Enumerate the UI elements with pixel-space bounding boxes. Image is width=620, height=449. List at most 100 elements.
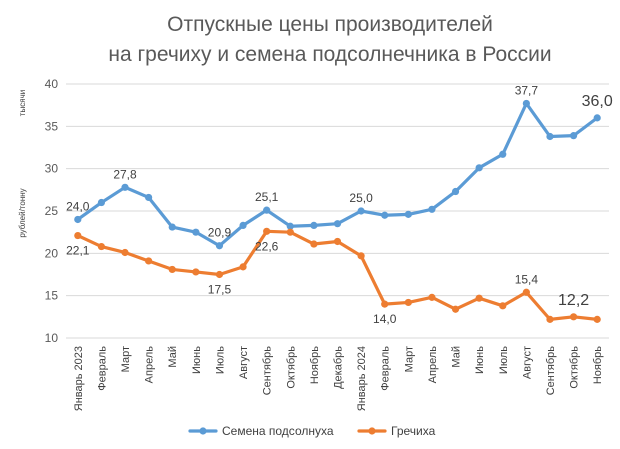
chart-title-line-1: Отпускные цены производителей xyxy=(167,13,493,36)
data-point xyxy=(357,252,365,260)
data-point xyxy=(286,228,294,236)
x-tick-label: Январь 2024 xyxy=(356,346,368,411)
data-point xyxy=(593,315,601,323)
data-point xyxy=(263,206,271,214)
y-axis-ticks: 10 15 20 25 30 35 40 xyxy=(45,77,59,345)
data-label: 22,6 xyxy=(255,239,279,253)
data-point xyxy=(451,305,460,313)
x-tick-label: Август xyxy=(521,346,533,379)
data-point xyxy=(593,114,601,122)
data-point xyxy=(546,132,554,141)
legend-label: Гречиха xyxy=(391,424,436,438)
data-label: 24,0 xyxy=(66,199,90,213)
data-point xyxy=(428,293,436,301)
x-tick-label: Июль xyxy=(214,346,226,374)
data-labels: 24,0 27,8 20,9 25,1 25,0 37,7 36,0 22,1 17,5 22,6… xyxy=(66,83,613,326)
y-tick-label: 20 xyxy=(45,246,59,260)
data-label: 25,0 xyxy=(349,191,373,205)
data-point xyxy=(522,288,530,296)
x-tick-label: Февраль xyxy=(96,346,108,391)
data-point xyxy=(74,215,82,224)
data-point xyxy=(192,268,200,276)
data-label: 36,0 xyxy=(582,93,613,110)
legend-marker xyxy=(199,427,207,435)
data-point xyxy=(286,222,294,230)
series-lines xyxy=(74,99,601,323)
data-point xyxy=(499,302,507,310)
data-label: 15,4 xyxy=(515,272,539,286)
data-point xyxy=(333,237,342,246)
data-point xyxy=(569,132,578,140)
x-tick-label: Июль xyxy=(498,346,510,374)
x-tick-label: Май xyxy=(167,346,179,368)
data-point xyxy=(263,227,271,235)
data-point xyxy=(499,150,507,158)
x-axis-ticks: Январь 2023 Февраль Март Апрель Май Июнь Июль А… xyxy=(73,346,604,412)
data-point xyxy=(239,263,247,271)
y-tick-label: 15 xyxy=(45,289,59,303)
x-tick-label: Февраль xyxy=(380,346,392,391)
x-tick-label: Апрель xyxy=(427,346,439,384)
data-label: 12,2 xyxy=(558,292,589,309)
data-point xyxy=(381,300,389,308)
y-tick-label: 10 xyxy=(45,331,59,345)
y-tick-label: 30 xyxy=(45,162,59,176)
data-point xyxy=(546,315,554,323)
data-label: 37,7 xyxy=(515,83,539,97)
x-tick-label: Октябрь xyxy=(285,346,297,389)
data-point xyxy=(145,193,153,202)
data-point xyxy=(404,298,412,307)
data-point xyxy=(97,242,106,251)
x-tick-label: Март xyxy=(403,346,415,372)
data-point xyxy=(428,205,436,213)
data-point xyxy=(168,265,176,274)
x-tick-label: Апрель xyxy=(144,346,156,384)
data-label: 25,1 xyxy=(255,190,279,204)
legend: Семена подсолнуха Гречиха xyxy=(188,424,436,438)
data-point xyxy=(215,270,224,279)
x-tick-label: Октябрь xyxy=(569,346,581,389)
data-label: 27,8 xyxy=(113,167,137,181)
data-label: 14,0 xyxy=(373,312,397,326)
x-tick-label: Июнь xyxy=(191,346,203,374)
legend-marker xyxy=(368,427,376,435)
y-tick-label: 25 xyxy=(45,204,59,218)
y-axis-unit-label: тысячи xyxy=(18,90,27,116)
chart-title-line-2: на гречиху и семена подсолнечника в Росс… xyxy=(108,43,551,66)
data-point xyxy=(451,187,460,196)
data-point xyxy=(569,313,578,321)
data-point xyxy=(97,198,106,207)
data-point xyxy=(215,242,224,250)
data-point xyxy=(74,231,82,240)
data-point xyxy=(522,99,530,108)
data-point xyxy=(333,220,342,228)
legend-label: Семена подсолнуха xyxy=(222,424,334,438)
x-tick-label: Декабрь xyxy=(333,346,345,389)
data-point xyxy=(475,164,483,172)
chart-title: Отпускные цены производителей на гречиху… xyxy=(108,13,551,66)
x-tick-label: Ноябрь xyxy=(592,346,604,384)
data-point xyxy=(121,183,129,191)
data-point xyxy=(381,211,389,219)
data-point xyxy=(145,257,153,265)
data-point xyxy=(310,221,318,229)
data-point xyxy=(357,207,365,215)
data-point xyxy=(121,248,129,257)
data-point xyxy=(404,210,412,218)
x-tick-label: Май xyxy=(451,346,463,368)
data-label: 17,5 xyxy=(208,283,232,297)
data-point xyxy=(168,223,176,231)
gridlines xyxy=(66,83,609,339)
x-tick-label: Сентябрь xyxy=(262,346,274,396)
x-tick-label: Июнь xyxy=(474,346,486,374)
data-label: 20,9 xyxy=(208,226,232,240)
x-tick-label: Сентябрь xyxy=(545,346,557,396)
data-point xyxy=(310,240,318,248)
data-point xyxy=(239,221,247,229)
y-tick-label: 40 xyxy=(45,77,59,91)
y-axis-label: рублей/тонну xyxy=(18,188,27,237)
x-tick-label: Март xyxy=(120,346,132,372)
x-tick-label: Август xyxy=(238,346,250,379)
